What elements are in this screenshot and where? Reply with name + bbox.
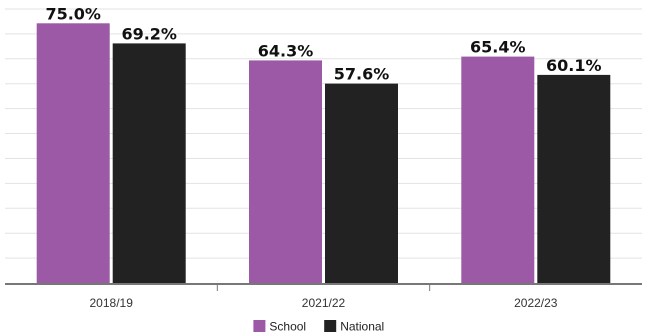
- data-label-national-2: 57.6%: [334, 65, 390, 84]
- data-label-national-3: 60.1%: [546, 56, 602, 75]
- data-label-school-1: 75.0%: [45, 4, 101, 23]
- legend: School National: [253, 320, 384, 334]
- legend-label-national: National: [340, 320, 384, 334]
- data-labels-group: 75.0% 69.2% 64.3% 57.6% 65.4% 60.1%: [45, 4, 601, 83]
- bar-school-3: [461, 56, 535, 283]
- bar-school-2: [249, 60, 322, 284]
- category-label: 2022/23: [514, 296, 558, 310]
- bar-national-1: [112, 43, 186, 284]
- legend-swatch-school: [253, 320, 266, 332]
- data-label-school-3: 65.4%: [470, 38, 526, 57]
- legend-label-school: School: [269, 320, 306, 334]
- category-labels-group: 2018/19 2021/22 2022/23: [90, 296, 558, 310]
- data-label-national-1: 69.2%: [121, 24, 177, 43]
- x-ticks-group: [216, 284, 431, 291]
- category-label: 2018/19: [90, 296, 134, 310]
- bar-national-2: [325, 83, 398, 283]
- bar-national-3: [537, 74, 611, 284]
- gridlines: [5, 8, 642, 259]
- bar-school-1: [36, 23, 110, 284]
- data-label-school-2: 64.3%: [258, 41, 314, 60]
- legend-swatch-national: [324, 320, 337, 332]
- category-label: 2021/22: [302, 296, 346, 310]
- bars-group: [36, 23, 611, 284]
